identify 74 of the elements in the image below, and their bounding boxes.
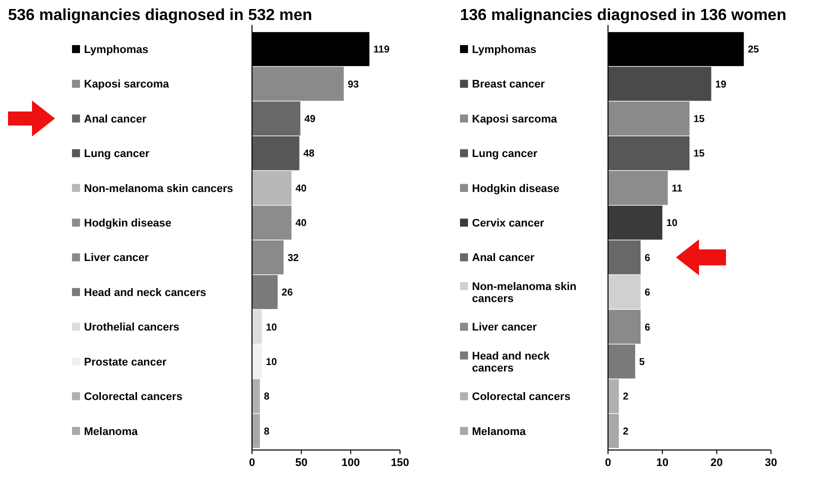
x-tick-label: 20 [710,457,723,469]
data-label: 10 [266,322,278,334]
chart-title: 136 malignancies diagnosed in 136 women [460,7,786,24]
y-tick-label: Melanoma [84,426,139,438]
data-label: 25 [748,44,760,56]
x-tick-label: 10 [656,457,668,469]
data-label: 6 [644,322,651,334]
data-label: 19 [715,79,727,90]
y-tick-label: Urothelial cancers [84,322,180,334]
data-label: 8 [264,426,270,438]
data-label: 8 [264,392,270,403]
data-label: 5 [639,356,646,368]
bar [252,66,344,101]
data-label: 32 [288,252,300,264]
x-tick-label: 0 [248,457,256,469]
bar [252,275,278,310]
data-label: 6 [644,288,651,299]
y-tick-label: Lung cancer [472,148,538,160]
bar [608,170,668,205]
x-tick-label: 150 [390,457,410,469]
x-tick-label: 50 [295,457,308,469]
data-label: 10 [666,218,678,230]
data-label: 11 [672,183,683,194]
bar [252,102,300,136]
data-label: 48 [303,148,315,160]
data-label: 10 [266,356,278,368]
data-label: 2 [622,392,629,403]
y-tick-label: Colorectal cancers [84,391,182,404]
y-tick-label: Lung cancer [84,148,150,160]
y-tick-label: Head and neck cancers [84,286,206,299]
data-label: 15 [694,114,706,126]
data-label: 93 [348,79,360,90]
bar [608,344,636,378]
y-tick-label: Non-melanoma skin cancers [472,280,577,306]
y-tick-label: Cervix cancer [472,217,545,230]
y-tick-label: Breast cancer [472,78,546,91]
data-label: 40 [295,218,308,230]
y-tick-label: Anal cancer [472,252,536,264]
x-tick-label: 30 [764,457,778,469]
y-tick-label: Kaposi sarcoma [472,113,558,126]
data-label: 26 [282,288,294,299]
y-tick-label: Non-melanoma skin cancers [84,182,234,195]
x-tick-label: 100 [341,457,360,469]
bar [608,310,641,344]
y-tick-label: Liver cancer [84,252,150,264]
bar [608,102,690,136]
chart-title: 536 malignancies diagnosed in 532 men [8,7,312,24]
y-tick-label: Colorectal cancers [472,391,570,404]
data-label: 119 [373,44,390,56]
data-label: 2 [622,426,629,438]
bar [608,136,690,170]
y-tick-label: Anal cancer [84,113,148,126]
bar [252,310,262,344]
bar [608,206,662,240]
bar [252,170,292,205]
x-tick-label: 0 [604,457,612,469]
data-label: 40 [295,183,308,194]
bar [252,136,300,170]
y-tick-label: Melanoma [472,426,527,438]
data-label: 15 [694,148,706,160]
y-tick-label: Kaposi sarcoma [84,78,170,91]
y-tick-label: Lymphomas [472,44,536,56]
data-label: 6 [644,252,651,264]
y-tick-label: Hodgkin disease [84,217,172,230]
data-label: 49 [304,114,316,126]
bar [608,66,712,101]
bar [252,344,262,378]
bar [608,275,641,310]
bar [608,240,641,274]
y-tick-label: Liver cancer [472,322,538,334]
y-tick-label: Head and neck cancers [472,350,551,374]
y-tick-label: Lymphomas [84,44,148,56]
y-tick-label: Prostate cancer [84,356,168,368]
y-tick-label: Hodgkin disease [472,182,560,195]
